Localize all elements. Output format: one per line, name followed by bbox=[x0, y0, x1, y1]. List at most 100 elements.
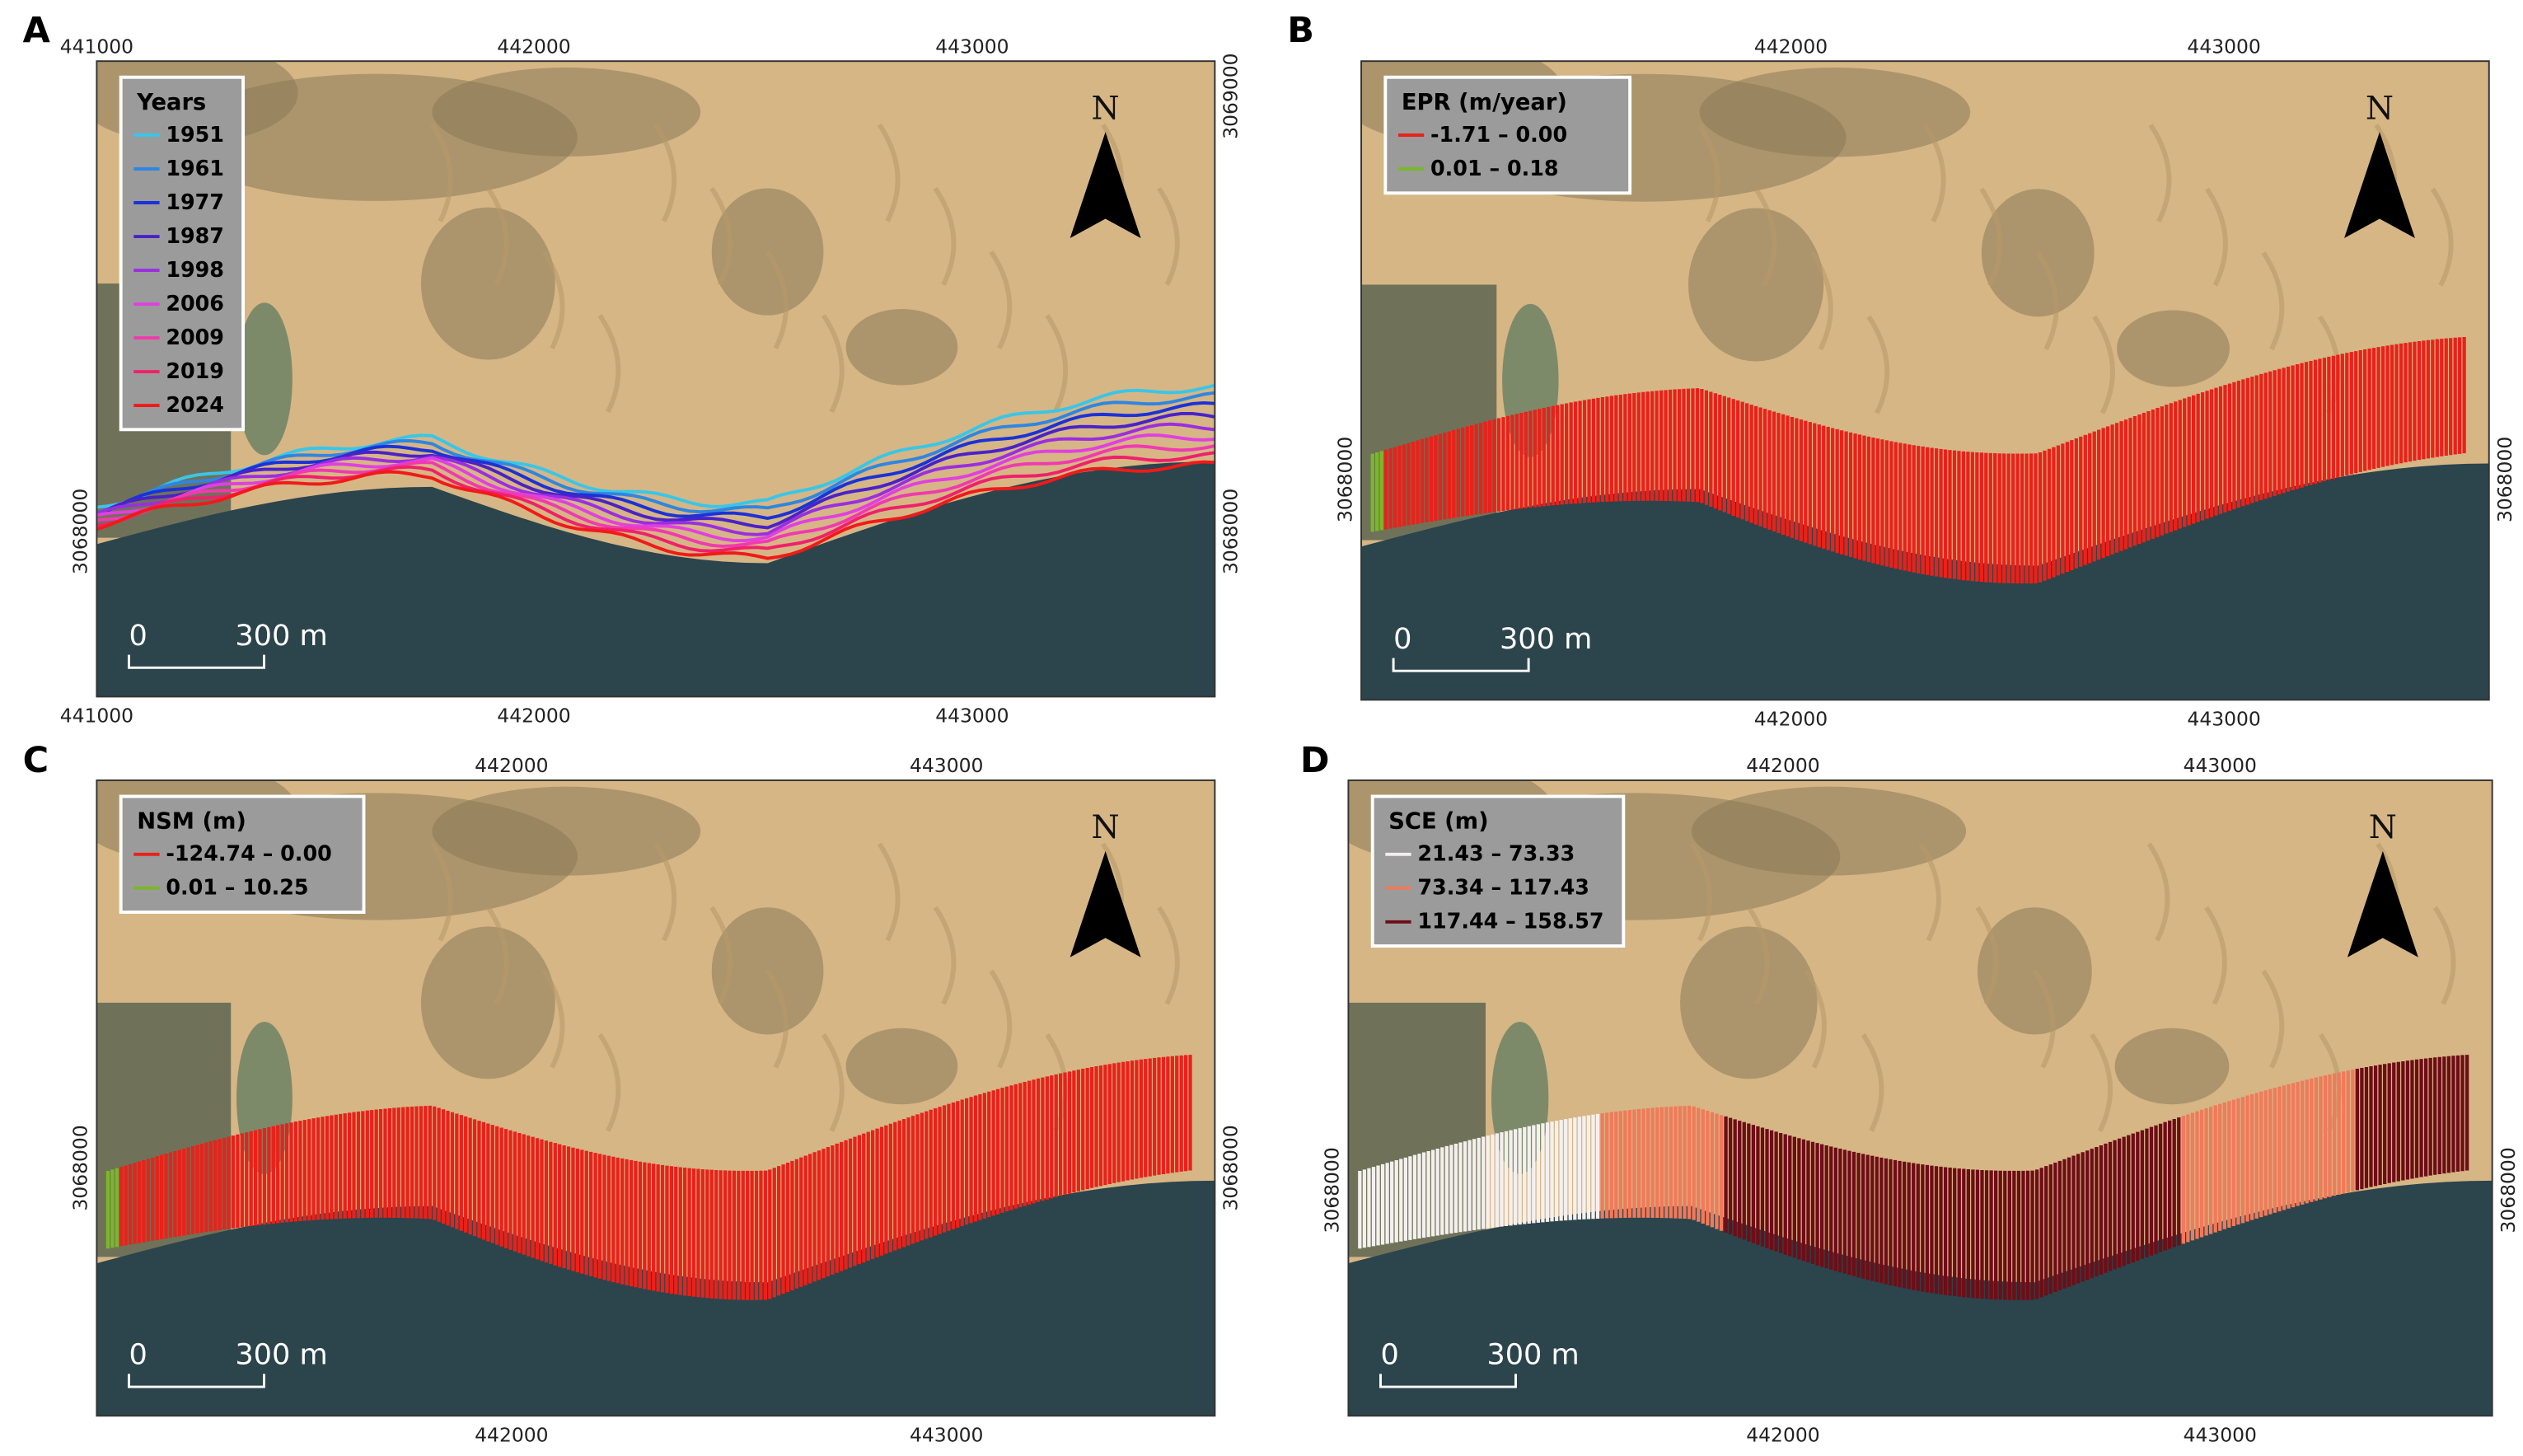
dune-ridge bbox=[1975, 906, 1999, 1005]
legend-label: 0.01 – 10.25 bbox=[166, 875, 308, 900]
shoreline bbox=[96, 383, 1215, 509]
dune-ridge bbox=[933, 906, 957, 1005]
dune-ridge bbox=[653, 123, 677, 222]
dune-ridge bbox=[2032, 969, 2056, 1069]
dune-ridge bbox=[2204, 906, 2227, 1005]
dune-ridge bbox=[1157, 186, 1180, 286]
panel-label: A bbox=[23, 10, 51, 51]
dune-ridge bbox=[1922, 124, 1946, 223]
dune-ridge bbox=[485, 186, 509, 286]
bottom-tick-label: 443000 bbox=[2184, 1423, 2257, 1446]
lagoon bbox=[236, 302, 293, 456]
vegetation bbox=[420, 207, 555, 360]
dune-ridge bbox=[709, 186, 733, 286]
dune-ridge bbox=[709, 906, 733, 1005]
scale-bar bbox=[127, 654, 265, 669]
top-tick-label: 443000 bbox=[935, 35, 1009, 58]
dune-ridge bbox=[430, 123, 453, 222]
legend-label: 1977 bbox=[166, 190, 224, 214]
panel: C 442000 442000 443000 443000 3068000 3068000 N… bbox=[23, 740, 1243, 1446]
bottom-tick-label: 443000 bbox=[2187, 708, 2260, 731]
legend-label: 0.01 – 0.18 bbox=[1430, 156, 1559, 180]
legend-label: 1951 bbox=[166, 122, 224, 147]
dune-ridge bbox=[1689, 842, 1713, 942]
vegetation bbox=[845, 308, 958, 386]
panel: A 441000 441000 442000 442000 443000 443000 306… bbox=[23, 10, 1243, 728]
top-tick-label: 443000 bbox=[910, 754, 983, 777]
legend-title: SCE (m) bbox=[1388, 809, 1488, 835]
dune-ridge bbox=[597, 314, 621, 414]
left-tick-label: 3068000 bbox=[1333, 437, 1356, 522]
panel-label: B bbox=[1287, 10, 1314, 51]
top-tick-label: 443000 bbox=[2184, 754, 2257, 777]
top-tick-label: 441000 bbox=[60, 35, 133, 58]
vegetation bbox=[420, 926, 555, 1079]
dune-ridge bbox=[1753, 187, 1777, 287]
legend-box bbox=[1370, 794, 1626, 948]
legend-box bbox=[119, 794, 366, 915]
dune-ridge bbox=[989, 250, 1013, 350]
north-arrow bbox=[2347, 850, 2418, 957]
bottom-tick-label: 442000 bbox=[1746, 1423, 1819, 1446]
dune-ridge bbox=[2430, 187, 2454, 287]
legend-label: 1998 bbox=[166, 257, 224, 282]
map bbox=[96, 61, 1215, 697]
dune-ridge bbox=[1866, 315, 1890, 414]
dune-ridge bbox=[821, 314, 845, 414]
scale-length: 300 m bbox=[1486, 1338, 1579, 1372]
shoreline bbox=[96, 391, 1215, 515]
legend-box bbox=[1383, 75, 1632, 195]
dune-ridge bbox=[877, 123, 901, 222]
left-tick-label: 3068000 bbox=[69, 1125, 92, 1210]
scale-zero: 0 bbox=[1380, 1338, 1398, 1372]
bottom-tick-label: 442000 bbox=[497, 705, 570, 728]
north-arrow bbox=[1070, 132, 1141, 238]
legend-label: -124.74 – 0.00 bbox=[166, 841, 331, 866]
vegetation bbox=[1699, 67, 1971, 157]
town bbox=[96, 1002, 232, 1257]
top-tick-label: 443000 bbox=[2187, 35, 2260, 58]
dune-ridge bbox=[2432, 906, 2456, 1005]
frame bbox=[1360, 60, 2490, 701]
dune-ridge bbox=[2146, 842, 2170, 942]
dune-ridge bbox=[2261, 969, 2285, 1069]
top-tick-label: 442000 bbox=[1746, 754, 1819, 777]
dune-ridge bbox=[821, 1032, 845, 1132]
right-tick-label: 3068000 bbox=[1219, 1125, 1243, 1210]
dune-ridge bbox=[1918, 842, 1941, 942]
left-tick-label: 3068000 bbox=[1321, 1147, 1344, 1233]
sea bbox=[1348, 1180, 2493, 1416]
right-tick-label: 3068000 bbox=[1219, 489, 1243, 574]
scale-zero: 0 bbox=[129, 1338, 147, 1372]
vegetation bbox=[1680, 926, 1818, 1079]
bottom-tick-label: 442000 bbox=[1754, 708, 1828, 731]
town bbox=[1348, 1002, 1486, 1257]
dune-ridge bbox=[485, 906, 509, 1005]
dune-ridge bbox=[2261, 251, 2285, 351]
dune-ridge bbox=[933, 186, 957, 286]
scale-bar bbox=[1379, 1374, 1517, 1388]
scale-length: 300 m bbox=[235, 619, 327, 653]
legend-label: 2006 bbox=[166, 291, 224, 316]
legend-label: 1961 bbox=[166, 156, 224, 180]
town bbox=[1361, 284, 1497, 541]
dune-ridge bbox=[2092, 315, 2115, 414]
vegetation bbox=[2117, 310, 2230, 387]
sea bbox=[1361, 463, 2489, 700]
dune-ridge bbox=[541, 250, 565, 350]
legend-label: 2019 bbox=[166, 358, 224, 383]
legend-label: 117.44 – 158.57 bbox=[1417, 909, 1603, 934]
dune-ridge bbox=[765, 250, 789, 350]
legend-title: EPR (m/year) bbox=[1402, 90, 1567, 115]
vegetation bbox=[432, 67, 701, 157]
frame bbox=[96, 779, 1216, 1417]
vegetation bbox=[1691, 786, 1967, 876]
dune-ridge bbox=[1157, 906, 1180, 1005]
vegetation bbox=[1981, 189, 2095, 317]
right-tick-label: 3068000 bbox=[2497, 1147, 2520, 1233]
shoreline bbox=[96, 400, 1215, 520]
vegetation bbox=[432, 786, 701, 876]
scale-bar bbox=[1392, 658, 1530, 672]
frame bbox=[96, 60, 1216, 698]
